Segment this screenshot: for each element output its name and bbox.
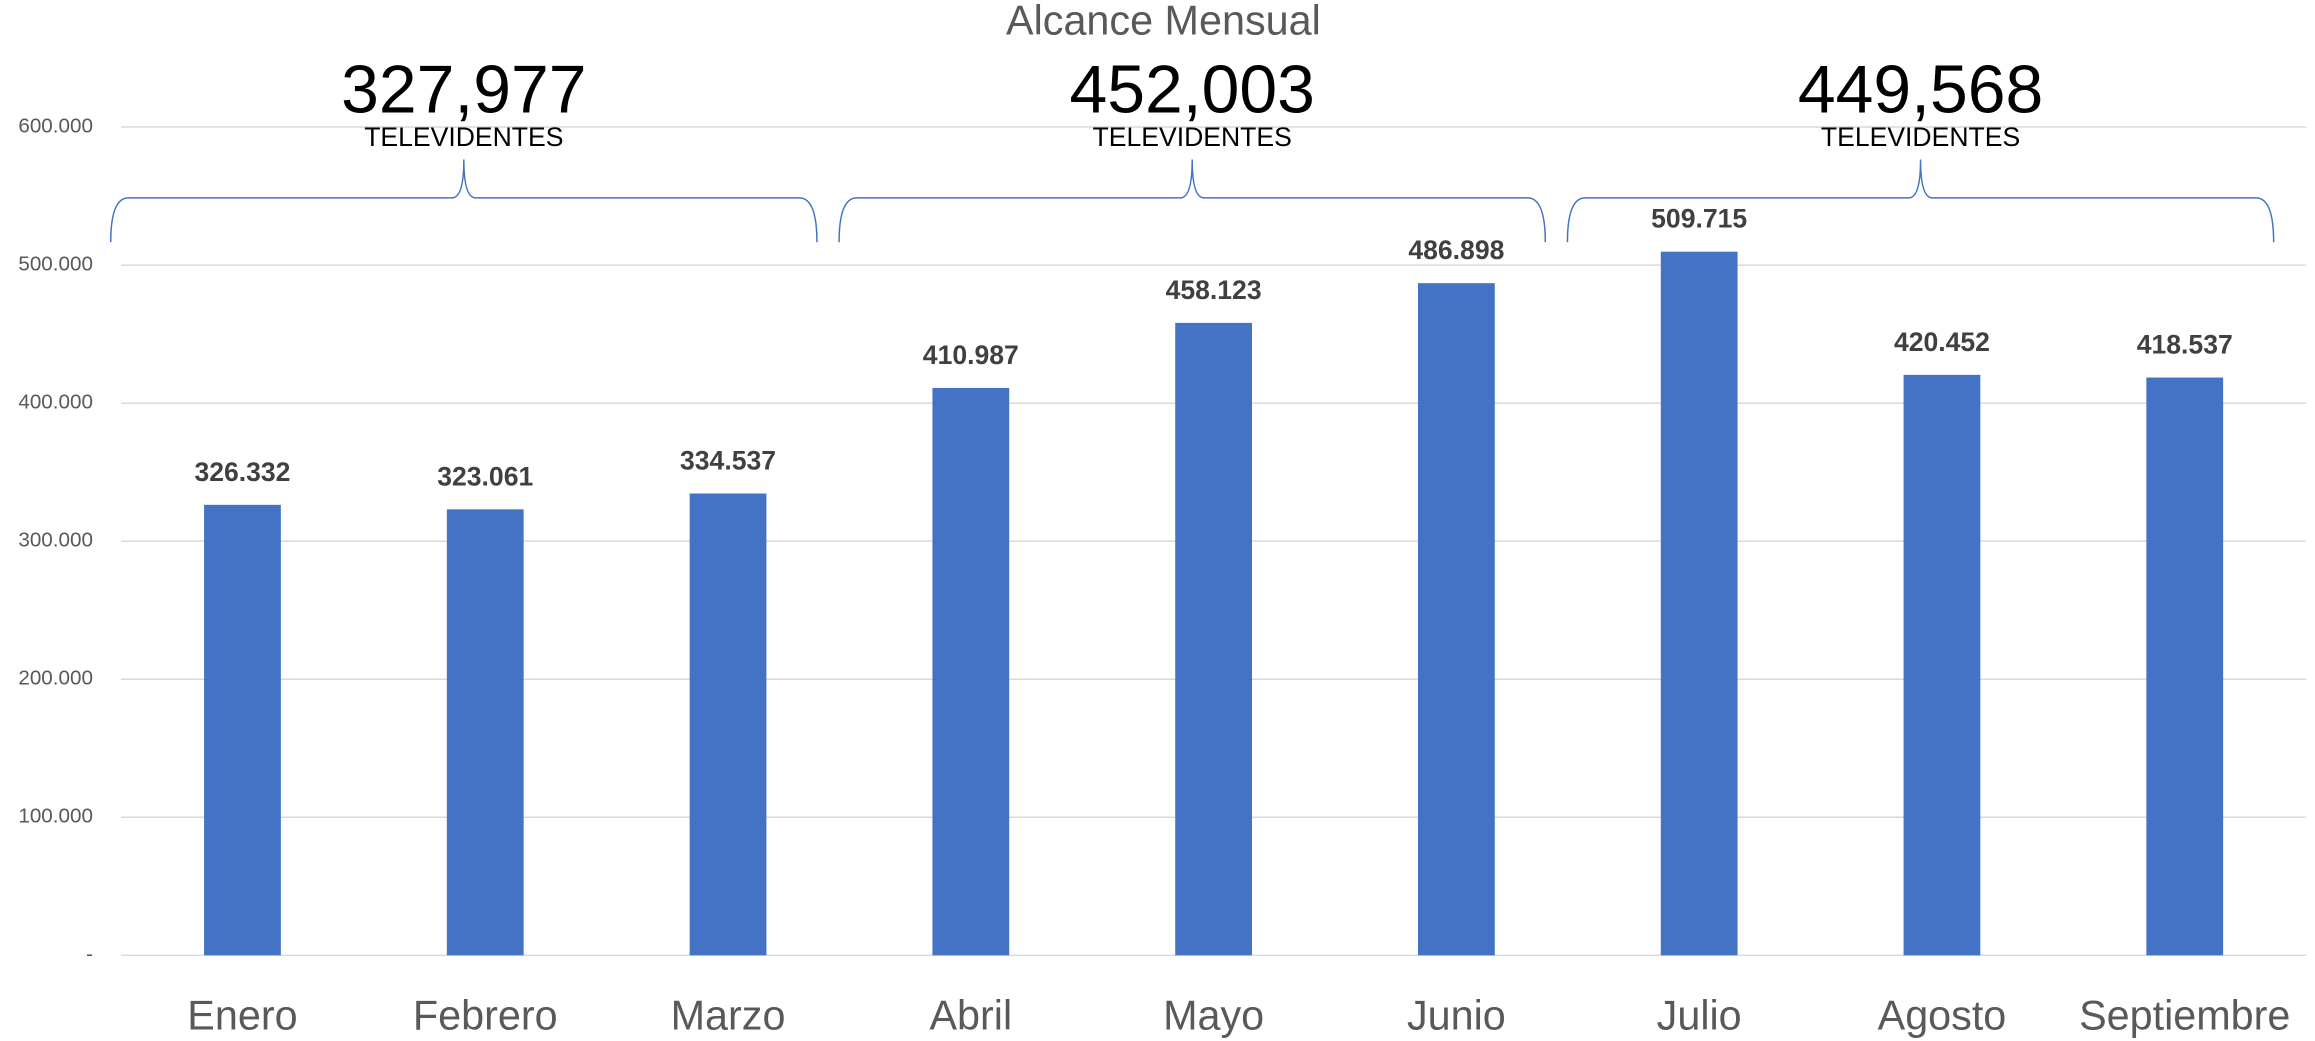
bar: [1660, 251, 1738, 956]
bar: [1418, 283, 1495, 956]
x-tick-label: Mayo: [1163, 993, 1264, 1039]
annotation-note: TELEVIDENTES: [364, 122, 563, 152]
x-tick-label: Abril: [929, 993, 1012, 1039]
value-label: 418.537: [2137, 330, 2233, 360]
value-label: 420.452: [1894, 327, 1990, 357]
y-tick-label: -: [86, 943, 93, 966]
bar: [204, 504, 281, 956]
value-label: 410.987: [923, 340, 1019, 370]
x-tick-label: Agosto: [1878, 993, 2007, 1039]
value-label: 458.123: [1166, 275, 1262, 305]
bar: [932, 387, 1010, 956]
annotation-value: 449,568: [1798, 52, 2043, 127]
y-tick-label: 600.000: [18, 114, 93, 137]
brace: [109, 159, 818, 243]
bar: [2146, 377, 2224, 956]
x-tick-label: Julio: [1657, 993, 1742, 1039]
annotation-note: TELEVIDENTES: [1821, 122, 2020, 152]
value-label: 486.898: [1408, 235, 1504, 265]
y-tick-label: 400.000: [18, 391, 93, 414]
annotation-value: 452,003: [1069, 52, 1314, 127]
x-tick-label: Septiembre: [2079, 993, 2290, 1039]
chart-title: Alcance Mensual: [1006, 0, 1321, 44]
value-label: 509.715: [1651, 204, 1747, 234]
bar: [1175, 322, 1252, 956]
x-tick-label: Febrero: [413, 993, 558, 1039]
brace: [1566, 159, 2275, 243]
brace: [838, 159, 1547, 243]
value-label: 334.537: [680, 446, 776, 476]
value-label: 326.332: [194, 457, 290, 487]
annotation-value: 327,977: [341, 52, 586, 127]
y-tick-label: 200.000: [18, 667, 93, 690]
value-label: 323.061: [437, 461, 533, 491]
y-tick-label: 300.000: [18, 529, 93, 552]
x-tick-label: Junio: [1407, 993, 1506, 1039]
annotation-note: TELEVIDENTES: [1093, 122, 1292, 152]
bar: [446, 509, 524, 956]
bar: [1903, 374, 1981, 956]
x-tick-label: Enero: [187, 993, 297, 1039]
bar: [689, 493, 767, 956]
y-tick-label: 500.000: [18, 253, 93, 276]
y-tick-label: 100.000: [18, 805, 93, 828]
x-tick-label: Marzo: [671, 993, 786, 1039]
